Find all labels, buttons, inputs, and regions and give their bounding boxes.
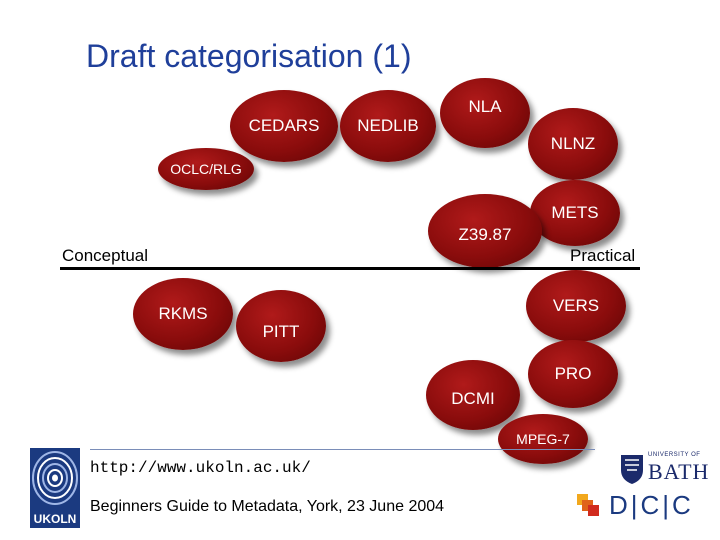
bubble-nedlib: NEDLIB: [340, 90, 436, 162]
bubble-label: VERS: [552, 296, 600, 315]
bubble-label: CEDARS: [248, 116, 320, 135]
bubble-label: RKMS: [158, 304, 208, 323]
bath-logo-word: BATH: [648, 459, 710, 484]
footer-divider: [90, 449, 595, 450]
bubble-nla: NLA: [440, 78, 530, 148]
university-of-bath-logo: UNIVERSITY OF BATH: [618, 452, 714, 486]
fingerprint-icon: [32, 451, 78, 505]
bubble-label: OCLC/RLG: [170, 161, 242, 177]
bubble-z39-87: Z39.87: [428, 194, 542, 268]
bubble-label: DCMI: [451, 389, 495, 408]
axis-label-practical: Practical: [570, 246, 636, 265]
bubble-rkms: RKMS: [133, 278, 233, 350]
bubble-pitt: PITT: [236, 290, 326, 362]
ukoln-logo: UKOLN: [30, 448, 80, 528]
bubble-dcmi: DCMI: [426, 360, 520, 430]
footer-url[interactable]: http://www.ukoln.ac.uk/: [90, 459, 311, 477]
axis-line: [60, 267, 640, 270]
dcc-logo: D|C|C: [575, 490, 705, 520]
bubble-label: PRO: [554, 364, 592, 383]
bubble-label: METS: [551, 203, 599, 222]
bubble-label: NEDLIB: [357, 116, 419, 135]
bubble-cedars: CEDARS: [230, 90, 338, 162]
bubble-label: Z39.87: [458, 225, 512, 244]
bubble-label: MPEG-7: [516, 431, 570, 447]
bubble-label: NLNZ: [550, 134, 596, 153]
bubble-pro: PRO: [528, 340, 618, 408]
bubble-nlnz: NLNZ: [528, 108, 618, 180]
bubble-mpeg-7: MPEG-7: [498, 414, 588, 464]
dcc-squares-icon: [577, 494, 599, 516]
footer-event: Beginners Guide to Metadata, York, 23 Ju…: [90, 498, 445, 515]
slide-title: Draft categorisation (1): [86, 38, 412, 74]
bubble-label: NLA: [468, 97, 502, 116]
bubble-mets: METS: [530, 180, 620, 246]
axis-label-conceptual: Conceptual: [62, 246, 149, 265]
dcc-logo-text: D|C|C: [609, 490, 694, 520]
bubble-label: PITT: [262, 322, 300, 341]
bubble-oclc-rlg: OCLC/RLG: [158, 148, 254, 190]
ukoln-logo-text: UKOLN: [33, 512, 77, 526]
bubble-vers: VERS: [526, 270, 626, 342]
bath-logo-small: UNIVERSITY OF: [648, 452, 701, 458]
crest-icon: [621, 455, 643, 484]
